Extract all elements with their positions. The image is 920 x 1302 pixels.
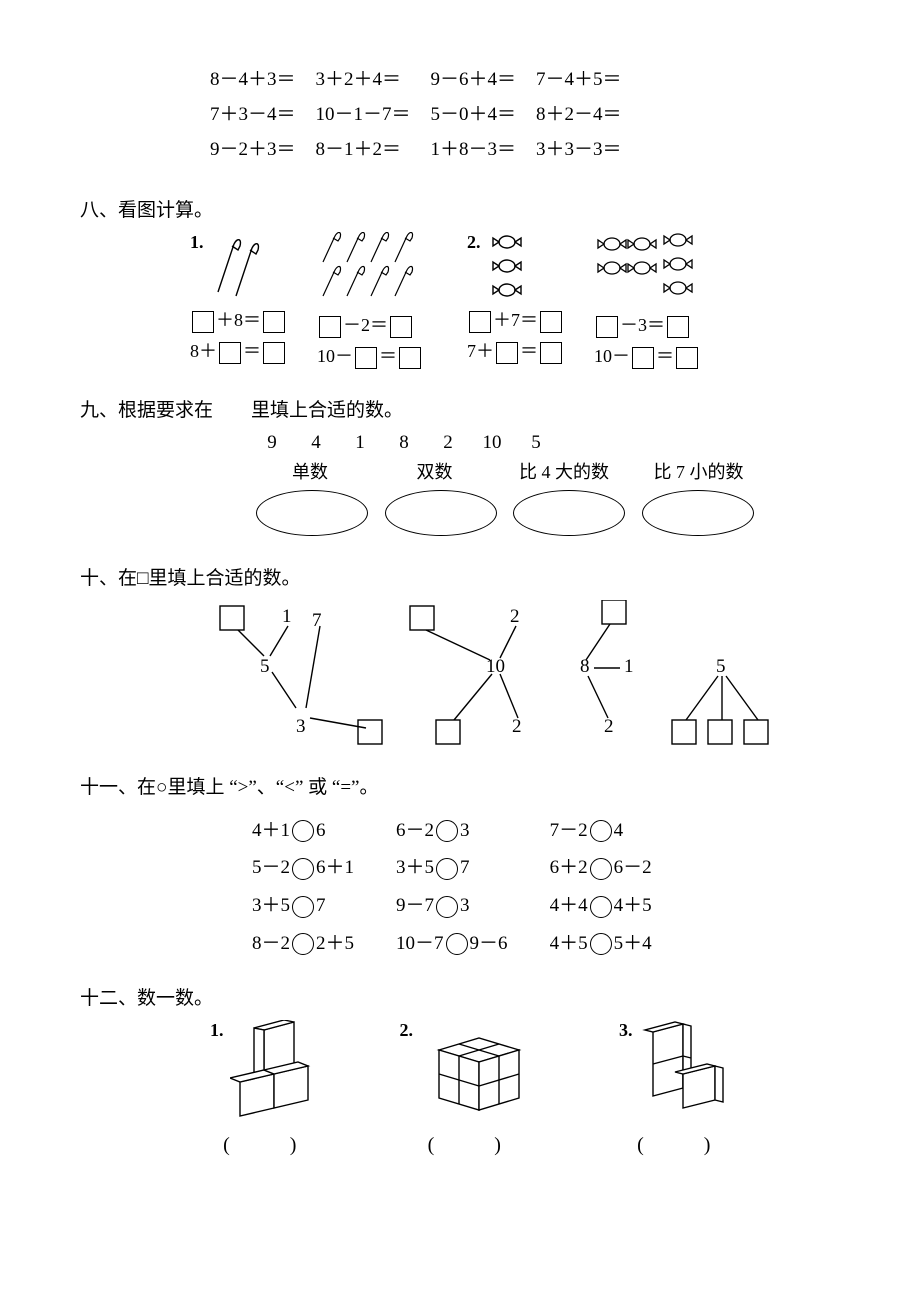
arith-cell: 9－6＋4＝ bbox=[431, 60, 537, 95]
answer-oval[interactable] bbox=[513, 490, 625, 536]
answer-oval[interactable] bbox=[385, 490, 497, 536]
eq: 10－＝ bbox=[594, 342, 704, 369]
section-12-title: 十二、数一数。 bbox=[80, 983, 840, 1010]
answer-circle[interactable] bbox=[292, 896, 314, 918]
arith-cell: 7＋3－4＝ bbox=[210, 95, 316, 130]
brush-group-icon bbox=[317, 232, 437, 302]
cube-figure-icon bbox=[639, 1020, 749, 1120]
answer-paren[interactable]: ( ) bbox=[400, 1128, 550, 1157]
section-9-title: 九、根据要求在 里填上合适的数。 bbox=[80, 395, 840, 422]
section-11-title: 十一、在○里填上 “>”、“<” 或 “=”。 bbox=[80, 772, 840, 799]
answer-oval[interactable] bbox=[642, 490, 754, 536]
arith-cell: 9－2＋3＝ bbox=[210, 130, 316, 165]
arith-cell: 3＋2＋4＝ bbox=[316, 60, 431, 95]
svg-text:2: 2 bbox=[512, 716, 522, 737]
eq: ＋8＝ bbox=[190, 306, 287, 333]
sort-ovals bbox=[250, 490, 840, 541]
answer-circle[interactable] bbox=[436, 896, 458, 918]
svg-text:1: 1 bbox=[624, 656, 634, 677]
eq: 8＋＝ bbox=[190, 337, 287, 364]
cube1-label: 1. bbox=[210, 1020, 224, 1041]
cube3-label: 3. bbox=[619, 1020, 633, 1041]
fig1-label: 1. bbox=[190, 232, 204, 253]
arith-cell: 5－0＋4＝ bbox=[431, 95, 537, 130]
answer-circle[interactable] bbox=[590, 896, 612, 918]
answer-circle[interactable] bbox=[590, 820, 612, 842]
answer-paren[interactable]: ( ) bbox=[210, 1128, 330, 1157]
answer-circle[interactable] bbox=[292, 933, 314, 955]
eq: －2＝ bbox=[317, 311, 437, 338]
section-10-title: 十、在□里填上合适的数。 bbox=[80, 563, 840, 590]
svg-text:7: 7 bbox=[312, 610, 322, 631]
eq: 10－＝ bbox=[317, 342, 437, 369]
cube-figure-icon bbox=[419, 1020, 549, 1120]
section-8-title: 八、看图计算。 bbox=[80, 195, 840, 222]
arith-cell: 8＋2－4＝ bbox=[536, 95, 642, 130]
answer-circle[interactable] bbox=[590, 858, 612, 880]
cube-figure-icon bbox=[230, 1020, 330, 1120]
figure-problems: 1. ＋8＝ 8＋＝ bbox=[190, 232, 840, 373]
answer-circle[interactable] bbox=[292, 820, 314, 842]
svg-text:1: 1 bbox=[282, 606, 292, 627]
answer-circle[interactable] bbox=[436, 820, 458, 842]
candy-icon bbox=[487, 232, 527, 302]
comparison-grid: 4＋16 6－23 7－24 5－26＋1 3＋57 6＋26－2 3＋57 9… bbox=[250, 809, 840, 962]
arith-cell: 10－1－7＝ bbox=[316, 95, 431, 130]
arith-cell: 7－4＋5＝ bbox=[536, 60, 642, 95]
sort-numbers: 94182105 bbox=[250, 432, 840, 454]
answer-circle[interactable] bbox=[446, 933, 468, 955]
svg-text:5: 5 bbox=[716, 656, 726, 677]
brush-icon bbox=[210, 232, 266, 302]
svg-text:10: 10 bbox=[486, 656, 505, 677]
candy-group-icon bbox=[594, 232, 704, 302]
arith-cell: 8－1＋2＝ bbox=[316, 130, 431, 165]
cube2-label: 2. bbox=[400, 1020, 414, 1041]
eq: －3＝ bbox=[594, 311, 704, 338]
sort-block: 94182105 单数 双数 比 4 大的数 比 7 小的数 bbox=[250, 432, 840, 541]
answer-circle[interactable] bbox=[590, 933, 612, 955]
eq: ＋7＝ bbox=[467, 306, 564, 333]
arith-cell: 8－4＋3＝ bbox=[210, 60, 316, 95]
arithmetic-grid: 8－4＋3＝ 3＋2＋4＝ 9－6＋4＝ 7－4＋5＝ 7＋3－4＝ 10－1－… bbox=[210, 60, 840, 165]
eq: 7＋＝ bbox=[467, 337, 564, 364]
svg-text:3: 3 bbox=[296, 716, 306, 737]
svg-text:8: 8 bbox=[580, 656, 590, 677]
answer-circle[interactable] bbox=[292, 858, 314, 880]
answer-oval[interactable] bbox=[256, 490, 368, 536]
answer-circle[interactable] bbox=[436, 858, 458, 880]
number-bonds: 1 5 7 3 2 10 2 8 1 2 5 bbox=[210, 600, 840, 750]
svg-text:2: 2 bbox=[604, 716, 614, 737]
answer-paren[interactable]: ( ) bbox=[619, 1128, 749, 1157]
fig2-label: 2. bbox=[467, 232, 481, 253]
sort-labels: 单数 双数 比 4 大的数 比 7 小的数 bbox=[250, 458, 840, 484]
cube-count: 1. ( ) 2. bbox=[210, 1020, 840, 1157]
svg-text:5: 5 bbox=[260, 656, 270, 677]
arith-cell: 1＋8－3＝ bbox=[431, 130, 537, 165]
svg-text:2: 2 bbox=[510, 606, 520, 627]
arith-cell: 3＋3－3＝ bbox=[536, 130, 642, 165]
